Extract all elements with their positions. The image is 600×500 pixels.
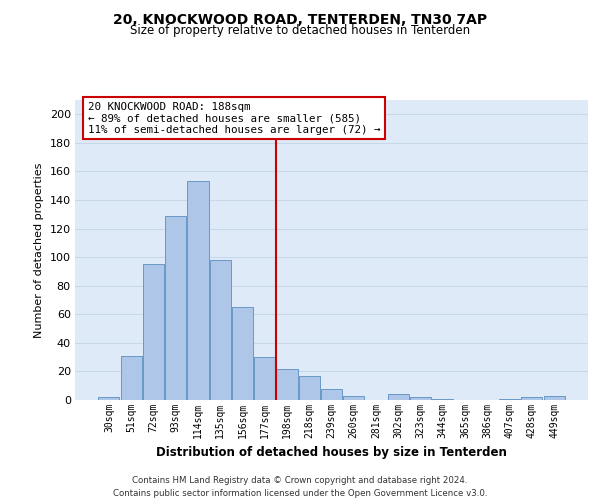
Bar [499, 398, 520, 400]
Bar [277, 368, 298, 400]
Bar [521, 397, 542, 400]
Bar [388, 394, 409, 400]
Y-axis label: Number of detached properties: Number of detached properties [34, 162, 44, 338]
Bar [187, 182, 209, 400]
Bar [209, 260, 231, 400]
Bar [299, 376, 320, 400]
Bar [165, 216, 186, 400]
Text: Contains HM Land Registry data © Crown copyright and database right 2024.
Contai: Contains HM Land Registry data © Crown c… [113, 476, 487, 498]
Bar [343, 396, 364, 400]
Text: 20, KNOCKWOOD ROAD, TENTERDEN, TN30 7AP: 20, KNOCKWOOD ROAD, TENTERDEN, TN30 7AP [113, 12, 487, 26]
Bar [98, 397, 119, 400]
Bar [254, 357, 275, 400]
X-axis label: Distribution of detached houses by size in Tenterden: Distribution of detached houses by size … [156, 446, 507, 460]
Bar [432, 398, 454, 400]
Bar [321, 388, 342, 400]
Bar [410, 397, 431, 400]
Text: 20 KNOCKWOOD ROAD: 188sqm
← 89% of detached houses are smaller (585)
11% of semi: 20 KNOCKWOOD ROAD: 188sqm ← 89% of detac… [88, 102, 380, 134]
Text: Size of property relative to detached houses in Tenterden: Size of property relative to detached ho… [130, 24, 470, 37]
Bar [121, 356, 142, 400]
Bar [544, 396, 565, 400]
Bar [232, 307, 253, 400]
Bar [143, 264, 164, 400]
